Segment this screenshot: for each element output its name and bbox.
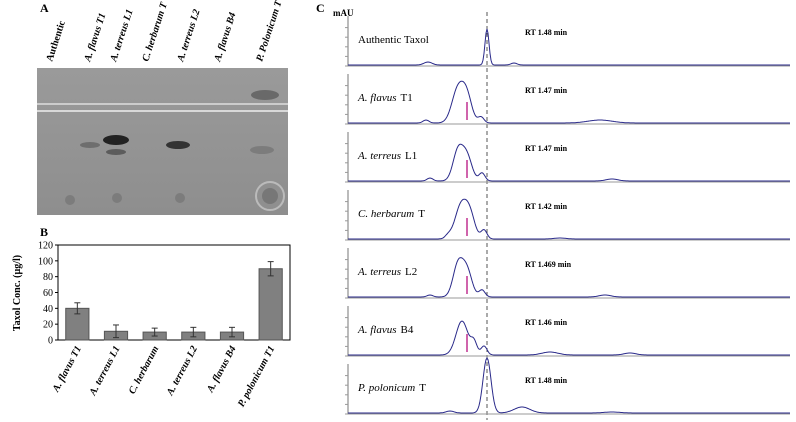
- trace-label: A. terreus L1: [357, 150, 417, 162]
- trace: [348, 357, 790, 414]
- species: A. flavus: [357, 324, 397, 336]
- trace-label: P. polonicum T: [357, 382, 426, 394]
- chromatogram: P. polonicum T RT 1.48 min: [345, 357, 790, 415]
- trace: [348, 80, 790, 124]
- trace-label: A. flavus T1: [357, 92, 413, 104]
- trace: [348, 28, 790, 66]
- strain: L1: [405, 150, 417, 162]
- panel-label: C: [316, 1, 325, 15]
- species: A. flavus: [357, 92, 397, 104]
- chromatogram: A. flavus B4 RT 1.46 min: [345, 306, 790, 357]
- strain: B4: [401, 324, 414, 336]
- retention-time: RT 1.46 min: [525, 318, 568, 327]
- trace: [348, 320, 790, 356]
- trace-label: A. flavus B4: [357, 324, 414, 336]
- retention-time: RT 1.47 min: [525, 144, 568, 153]
- x-tick-label: P. polonicum T1: [236, 344, 277, 409]
- trace: [348, 198, 790, 240]
- bar: [258, 268, 283, 341]
- chromatogram: C. herbarum T RT 1.42 min: [345, 190, 790, 241]
- species: A. terreus: [357, 150, 401, 162]
- y-axis-title: Taxol Conc. (µg/l): [12, 255, 23, 331]
- chromatogram: Authentic Taxol RT 1.48 min: [345, 16, 790, 67]
- x-tick-label: C. herbarum: [127, 344, 162, 396]
- x-tick-label: A. flavus T1: [50, 344, 84, 394]
- strain: T: [418, 208, 425, 220]
- panel-label: B: [40, 225, 48, 239]
- trace: [348, 143, 790, 182]
- tlc-plate: [37, 68, 288, 215]
- lane-label: P. Polonicum T: [254, 0, 284, 63]
- species: C. herbarum: [358, 208, 414, 220]
- y-tick-label: 40: [43, 304, 53, 315]
- trace-label: A. terreus L2: [357, 266, 417, 278]
- y-tick-label: 120: [38, 241, 53, 252]
- species: P. polonicum: [357, 382, 415, 394]
- retention-time: RT 1.47 min: [525, 86, 568, 95]
- y-tick-label: 100: [38, 256, 53, 267]
- retention-time: RT 1.469 min: [525, 260, 572, 269]
- panel-label: A: [40, 1, 49, 15]
- chromatogram: A. terreus L2 RT 1.469 min: [345, 248, 790, 299]
- retention-time: RT 1.48 min: [525, 376, 568, 385]
- y-tick-label: 20: [43, 320, 53, 331]
- lane-label: A. flavus B4: [212, 11, 238, 64]
- retention-time: RT 1.48 min: [525, 28, 568, 37]
- lane-label: C. herbarum T: [140, 0, 170, 63]
- y-tick-label: 0: [48, 336, 53, 347]
- x-tick-label: A. terreus L1: [87, 344, 123, 398]
- lane-label: Authentic: [44, 19, 68, 63]
- strain: T: [419, 382, 426, 394]
- species: A. terreus: [357, 266, 401, 278]
- x-tick-label: A. terreus L2: [164, 344, 200, 398]
- strain: L2: [405, 266, 417, 278]
- y-tick-label: 80: [43, 272, 53, 283]
- plot-frame: [57, 244, 291, 341]
- x-tick-label: A. flavus B4: [205, 344, 239, 395]
- chromatogram: A. terreus L1 RT 1.47 min: [345, 132, 790, 183]
- strain: T1: [401, 92, 413, 104]
- lane-label: A. terreus L2: [175, 8, 203, 64]
- y-tick-label: 60: [43, 288, 53, 299]
- lane-label: A. terreus L1: [108, 8, 136, 64]
- lane-label: A. flavus T1: [82, 12, 108, 64]
- trace: [348, 257, 790, 298]
- trace-label: C. herbarum T: [358, 208, 425, 220]
- trace-label: Authentic Taxol: [358, 34, 429, 46]
- retention-time: RT 1.42 min: [525, 202, 568, 211]
- c-y-label: mAU: [333, 8, 354, 18]
- chromatogram: A. flavus T1 RT 1.47 min: [345, 74, 790, 125]
